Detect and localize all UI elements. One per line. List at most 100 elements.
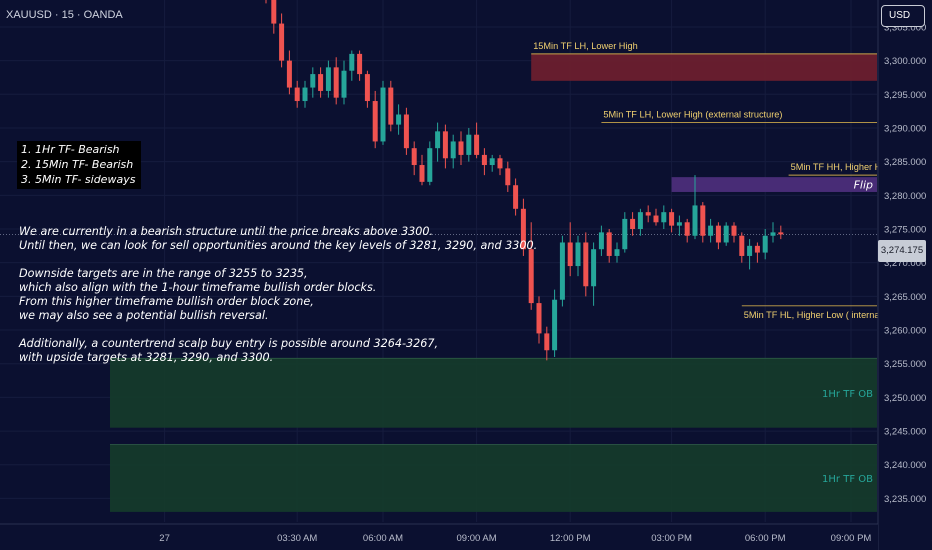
zone-rect	[531, 53, 877, 81]
candle-body	[341, 70, 347, 98]
analysis-line: Downside targets are in the range of 325…	[19, 267, 308, 280]
candle-body	[731, 225, 737, 236]
price-tick-label: 3,275.000	[884, 225, 926, 236]
order-block-label: 1Hr TF OB	[822, 474, 873, 485]
zone-rect	[110, 358, 877, 428]
zone-rect	[671, 177, 877, 192]
zone-rect	[110, 444, 877, 512]
bias-line: 2. 15Min TF- Bearish	[21, 158, 134, 171]
candle-body	[286, 60, 292, 88]
time-tick-label: 09:00 PM	[831, 533, 872, 544]
symbol-label[interactable]: XAUUSD · 15 · OANDA	[6, 9, 123, 21]
candle-body	[458, 141, 464, 155]
price-tick-label: 3,250.000	[884, 393, 926, 404]
bias-line: 1. 1Hr TF- Bearish	[21, 143, 120, 156]
level-label: 5Min TF HH, Higher High (internal Struct…	[791, 162, 932, 172]
candle-body	[754, 245, 760, 253]
candle-body	[778, 232, 784, 235]
candle-body	[645, 212, 651, 216]
candle-body	[700, 205, 706, 236]
candle-body	[403, 114, 409, 149]
time-tick-label: 03:30 AM	[277, 533, 317, 544]
candle-body	[364, 74, 370, 102]
time-tick-label: 06:00 PM	[745, 533, 786, 544]
price-tick-label: 3,260.000	[884, 326, 926, 337]
analysis-line: Additionally, a countertrend scalp buy e…	[19, 337, 439, 350]
time-tick-label: 12:00 PM	[550, 533, 591, 544]
analysis-line: which also align with the 1-hour timefra…	[19, 281, 377, 294]
candle-body	[630, 218, 636, 230]
candle-body	[528, 249, 534, 304]
candle-body	[466, 134, 472, 155]
candle-body	[497, 158, 503, 169]
order-block-label: 1Hr TF OB	[822, 389, 873, 400]
candle-body	[302, 87, 308, 102]
candle-body	[489, 158, 495, 166]
price-tick-label: 3,295.000	[884, 90, 926, 101]
time-tick-label: 09:00 AM	[457, 533, 497, 544]
candle-body	[715, 225, 721, 243]
level-label: 5Min TF LH, Lower High (external structu…	[603, 110, 782, 120]
structure-levels: 15Min TF LH, Lower High 5Min TF LH, Lower…	[0, 41, 932, 320]
candle-body	[536, 303, 542, 334]
flip-zone-label: Flip	[854, 179, 873, 192]
candle-body	[708, 225, 714, 236]
candle-body	[770, 232, 776, 236]
candle-body	[544, 333, 550, 351]
candle-body	[567, 242, 573, 267]
candle-body	[513, 185, 519, 209]
candle-body	[622, 218, 628, 250]
price-tick-label: 3,240.000	[884, 460, 926, 471]
timeframe-bias-box: 1. 1Hr TF- Bearish 2. 15Min TF- Bearish …	[17, 141, 142, 189]
analysis-text: We are currently in a bearish structure …	[19, 211, 537, 379]
candle-body	[427, 148, 433, 182]
candle-body	[606, 232, 612, 256]
price-tick-label: 3,280.000	[884, 191, 926, 202]
candle-body	[419, 165, 425, 182]
candle-body	[310, 74, 316, 88]
candle-body	[661, 212, 667, 223]
candle-body	[349, 53, 355, 71]
candle-body	[279, 23, 285, 61]
candle-body	[739, 235, 745, 256]
candle-body	[388, 87, 394, 125]
price-tick-label: 3,305.000	[884, 22, 926, 33]
candle-body	[559, 242, 565, 300]
candle-body	[747, 245, 753, 256]
candles	[265, 0, 784, 361]
candle-body	[474, 134, 480, 155]
time-tick-label: 27	[159, 533, 170, 544]
time-tick-label: 06:00 AM	[363, 533, 403, 544]
candle-body	[333, 67, 339, 98]
candle-body	[450, 141, 456, 159]
candle-body	[598, 232, 604, 250]
candle-body	[294, 87, 300, 102]
candle-body	[318, 74, 324, 91]
candle-body	[692, 205, 698, 236]
candle-body	[684, 222, 690, 236]
candle-body	[669, 212, 675, 226]
candle-body	[380, 87, 386, 142]
candle-body	[481, 154, 487, 166]
price-tick-label: 3,245.000	[884, 427, 926, 438]
candle-body	[520, 208, 526, 250]
candle-body	[583, 242, 589, 287]
candle-body	[653, 215, 659, 223]
time-axis-bg	[0, 524, 878, 550]
candle-body	[723, 225, 729, 243]
price-tick-label: 3,255.000	[884, 359, 926, 370]
candle-body	[676, 222, 682, 226]
candle-body	[637, 212, 643, 230]
candle-body	[325, 67, 331, 91]
currency-button[interactable]: USD	[881, 5, 925, 27]
analysis-line: Until then, we can look for sell opportu…	[19, 239, 538, 252]
price-tick-label: 3,265.000	[884, 292, 926, 303]
price-tick-label: 3,285.000	[884, 157, 926, 168]
candle-body	[575, 242, 581, 267]
price-tick-label: 3,300.000	[884, 56, 926, 67]
price-axis-bg	[878, 0, 932, 550]
candle-body	[271, 0, 277, 24]
candle-body	[372, 101, 378, 142]
